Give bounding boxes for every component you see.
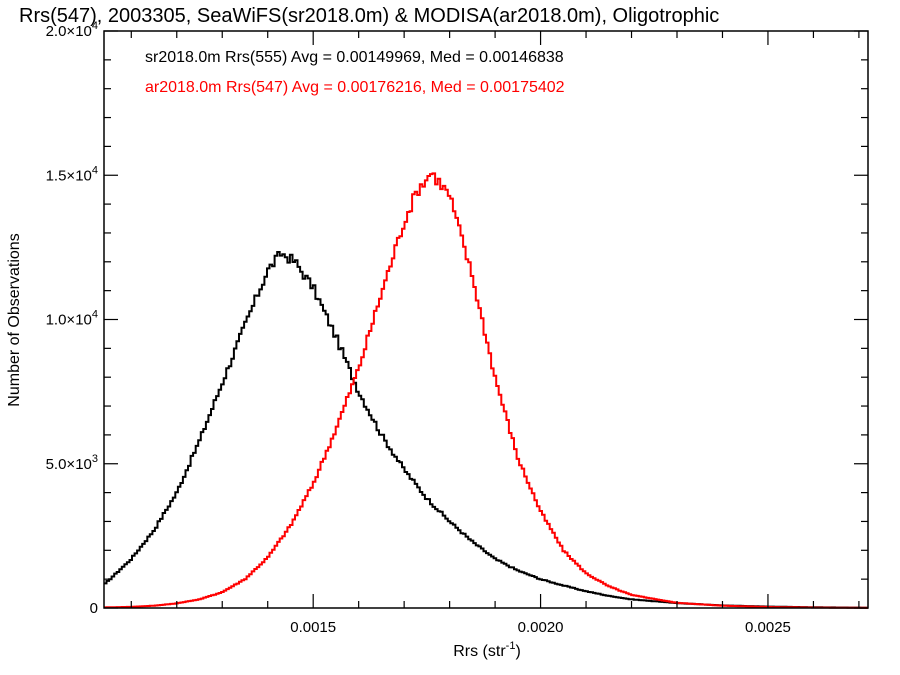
x-axis-label: Rrs (str-1) (453, 640, 521, 660)
plot-frame (103, 30, 869, 609)
x-tick-label-0: 0.0015 (290, 619, 336, 636)
x-tick-label-2: 0.0025 (745, 619, 791, 636)
x-tick-label-1: 0.0020 (518, 619, 564, 636)
y-tick-label-1: 5.0×103 (46, 453, 98, 473)
series-line-0 (104, 251, 868, 609)
annotation-red: ar2018.0m Rrs(547) Avg = 0.00176216, Med… (145, 79, 565, 96)
y-tick-label-4: 2.0×104 (46, 20, 98, 40)
y-tick-label-2: 1.0×104 (46, 309, 98, 329)
x-axis-label-main: Rrs (str (453, 643, 506, 660)
series-layer (104, 172, 868, 609)
series-line-1 (104, 172, 868, 609)
chart-title: Rrs(547), 2003305, SeaWiFS(sr2018.0m) & … (19, 5, 719, 27)
x-axis-label-close: ) (515, 643, 520, 660)
y-tick-label-3: 1.5×104 (46, 164, 98, 184)
x-axis-label-sup: -1 (506, 640, 516, 652)
annotation-black: sr2018.0m Rrs(555) Avg = 0.00149969, Med… (145, 49, 564, 66)
y-axis-label: Number of Observations (6, 233, 23, 406)
y-tick-label-0: 0 (90, 600, 98, 617)
ticks-layer: 0.0015 0.0020 0.0025 0 5.0×103 1.0×104 1.5×104… (46, 20, 868, 636)
